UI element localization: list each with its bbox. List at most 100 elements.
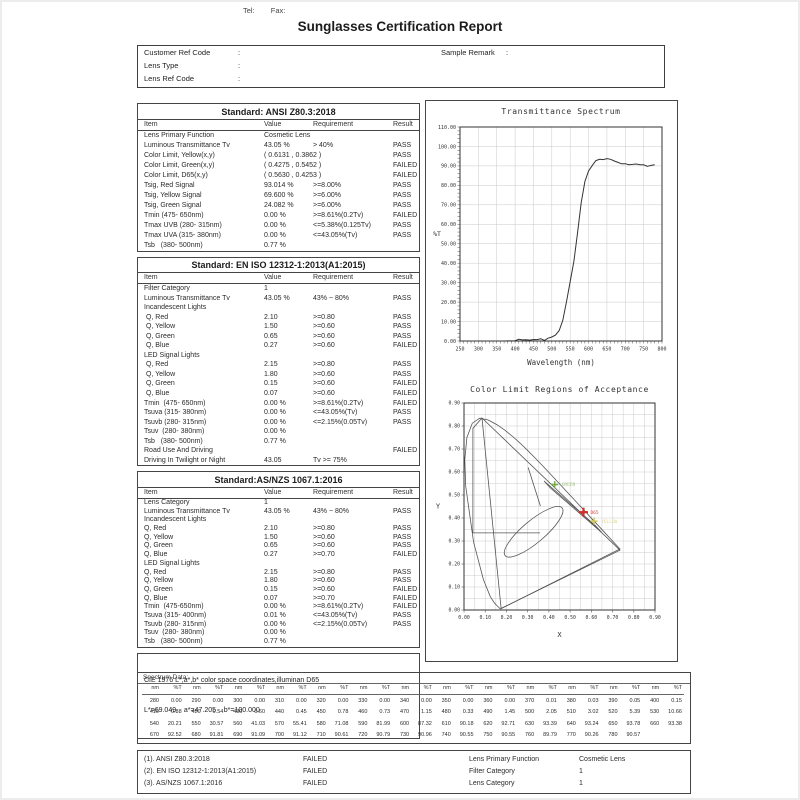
table-row: Q, Yellow 1.50 >=0.60 PASS <box>138 322 419 332</box>
table-row: LED Signal Lights <box>138 351 419 361</box>
spec-col-header: %T <box>411 684 434 695</box>
spec-cell: 530 <box>650 709 660 715</box>
table-cell: FAILED <box>393 171 418 179</box>
spec-cell: 0.00 <box>462 697 474 704</box>
table-cell: Filter Category <box>144 285 190 292</box>
x-axis-label: X <box>557 631 562 639</box>
y-tick-label: 0.60 <box>448 470 460 476</box>
table-cell: PASS <box>393 181 412 189</box>
column-header: Item <box>144 274 158 281</box>
table-cell <box>264 303 313 313</box>
table-cell <box>313 284 393 294</box>
x-tick-label: 750 <box>639 347 648 353</box>
table-cell: Q, Green <box>144 380 175 388</box>
spec-cell: 550 <box>191 720 201 727</box>
table-cell: Luminous Transmittance Tv <box>144 507 230 515</box>
table-row: Luminous Transmittance Tv 43.05 % > 40% PAS… <box>138 141 419 151</box>
spec-cell: 400 <box>650 697 660 704</box>
table-cell: PASS <box>393 612 412 620</box>
summary-cell: 1 <box>579 768 583 775</box>
table-row: Q, Blue 0.27 >=0.60 FAILED <box>138 341 419 351</box>
table-cell: >=0.80 <box>313 525 335 532</box>
x-tick-label: 0.90 <box>649 615 661 621</box>
spec-col-header: %T <box>161 684 184 695</box>
spec-cell: 710 <box>316 732 326 738</box>
standards-tables: Standard: ANSI Z80.3:2018 Item Value Requir… <box>137 103 420 648</box>
spec-cell: 680 <box>191 732 201 738</box>
spec-cell: 730 <box>399 732 410 738</box>
spec-cell: 92.52 <box>167 732 182 738</box>
spec-col-header: %T <box>494 684 518 695</box>
table-cell <box>393 303 419 313</box>
table-cell: >=8.61%(0.2Tv) <box>313 399 364 407</box>
table-cell: PASS <box>393 577 412 585</box>
spec-cell: 0.00 <box>337 697 349 704</box>
table-cell: >=0.60 <box>313 370 335 378</box>
table-cell: >=0.70 <box>313 551 335 559</box>
green-region-boundary <box>472 417 540 534</box>
y-tick-label: 0.20 <box>448 562 460 568</box>
table-cell: PASS <box>393 568 412 576</box>
y-tick-label: 40.00 <box>441 261 456 267</box>
transmittance-curve <box>471 158 655 342</box>
x-tick-label: 0.30 <box>522 615 534 621</box>
table-cell: <=2.15%(0.05Tv) <box>313 620 368 628</box>
table-cell: Q, Blue <box>144 390 170 398</box>
x-tick-label: 0.70 <box>607 615 619 621</box>
table-cell: 0.00 % <box>264 399 286 407</box>
spec-cell: 650 <box>608 720 618 727</box>
spec-cell: 420 <box>191 709 201 715</box>
summary-cell: (2). EN ISO 12312-1:2013(A1:2015) <box>144 768 257 775</box>
lens-type-row: Lens Type : <box>138 59 664 72</box>
table-cell: FAILED <box>393 585 418 593</box>
spec-col-header: %T <box>327 684 351 695</box>
spec-cell: 1.15 <box>421 709 432 715</box>
spec-cell: 460 <box>358 709 368 715</box>
table-cell: 24.082 % <box>264 201 294 209</box>
table-row: Tsig, Red Signal 93.014 % >=8.00% PASS <box>138 181 419 191</box>
table-row: Q, Green 0.15 >=0.60 FAILED <box>138 586 419 595</box>
spec-col-header: %T <box>536 684 559 695</box>
table-cell: 0.27 <box>264 551 278 559</box>
y-axis-label: %T <box>433 230 441 238</box>
spec-cell: 290 <box>191 697 201 704</box>
table-row: LED Signal Lights <box>138 560 419 569</box>
table-row: Incandescent Lights <box>138 303 419 313</box>
spec-cell: 93.38 <box>668 720 682 727</box>
column-header: Requirement <box>313 274 354 281</box>
table-cell <box>313 499 393 508</box>
table-cell: LED Signal Lights <box>144 559 200 567</box>
y-tick-label: 0.80 <box>448 424 460 430</box>
table-cell <box>393 638 419 647</box>
spec-cell: 780 <box>608 732 618 738</box>
table-cell: 0.00 % <box>264 221 286 229</box>
table-row: Q, Green 0.65 >=0.60 PASS <box>138 542 419 551</box>
table-cell: Lens Primary Function <box>144 131 215 139</box>
table-cell: 43% ~ 80% <box>313 294 349 302</box>
table-row: Tsuv (280- 380nm) 0.00 % <box>138 427 419 437</box>
table-cell <box>313 151 393 161</box>
table-cell: PASS <box>393 418 412 426</box>
spec-cell: 560 <box>233 720 243 727</box>
x-tick-label: 0.40 <box>543 615 555 621</box>
table-cell: PASS <box>393 361 412 369</box>
spec-cell: 0.05 <box>629 697 641 704</box>
table-cell: Tsb (380- 500nm) <box>144 437 203 445</box>
table-cell <box>264 560 313 569</box>
table-cell: LED Signal Lights <box>144 351 200 359</box>
plot-border <box>463 402 656 611</box>
table-cell: Incandescent Lights <box>144 304 207 312</box>
y-tick-label: 0.70 <box>448 447 460 453</box>
table-cell: 1 <box>264 285 268 292</box>
table-cell: >=0.60 <box>313 380 335 388</box>
table-row: Tsuv (280- 380nm) 0.00 % <box>138 629 419 638</box>
table-cell: Tsig, Red Signal <box>144 181 195 189</box>
table-cell: ( 0.6131 , 0.3862 ) <box>264 151 322 159</box>
table-cell <box>313 446 393 456</box>
separator: : <box>506 48 509 57</box>
table-cell: PASS <box>393 332 412 340</box>
transmittance-spectrum-chart: 250 300 350 400 450 500 550 600 650 700 750 800 0.00… <box>433 107 666 367</box>
spec-cell: 700 <box>274 732 285 738</box>
summary-cell: Filter Category <box>469 768 515 775</box>
